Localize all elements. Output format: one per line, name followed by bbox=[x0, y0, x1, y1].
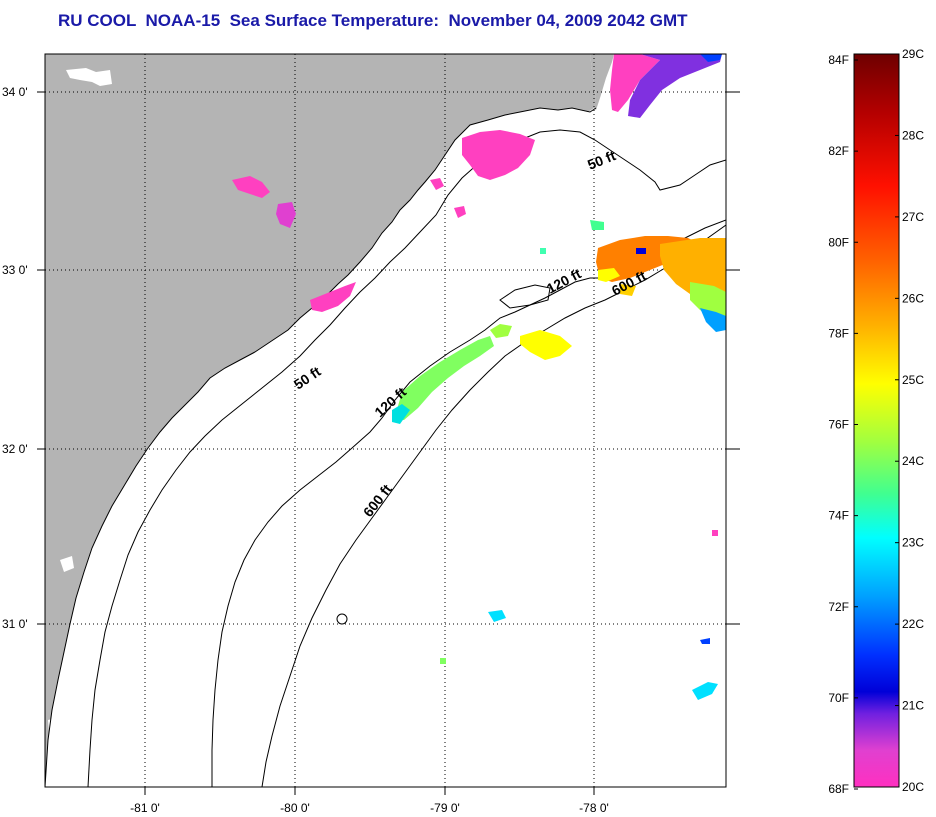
graticule bbox=[45, 54, 726, 787]
colorbar-f-labels: 84F 82F 80F 78F 76F 74F 72F 70F 68F bbox=[828, 53, 858, 796]
lat-label: 31 0' bbox=[2, 617, 28, 631]
colorbar-c-label: 23C bbox=[902, 536, 924, 550]
contour-small-loop bbox=[336, 613, 348, 625]
lake-mark bbox=[66, 68, 112, 86]
lat-label: 33 0' bbox=[2, 263, 28, 277]
contour-120ft-loop bbox=[499, 284, 551, 309]
map-title: RU COOL NOAA-15 Sea Surface Temperature:… bbox=[58, 11, 688, 30]
lat-label: 34 0' bbox=[2, 85, 28, 99]
lat-label: 32 0' bbox=[2, 442, 28, 456]
colorbar-c-label: 24C bbox=[902, 454, 924, 468]
colorbar-f-label: 70F bbox=[828, 691, 849, 705]
land-area-ne bbox=[590, 54, 614, 110]
colorbar-f-label: 78F bbox=[828, 326, 849, 340]
colorbar-c-label: 21C bbox=[902, 699, 924, 713]
colorbar-f-label: 84F bbox=[828, 53, 849, 67]
colorbar-c-label: 27C bbox=[902, 210, 924, 224]
lon-label: -81 0' bbox=[130, 801, 160, 815]
colorbar-c-label: 20C bbox=[902, 780, 924, 794]
colorbar-f-label: 82F bbox=[828, 144, 849, 158]
lon-label: -79 0' bbox=[430, 801, 460, 815]
axis-ticks bbox=[37, 91, 740, 795]
land-area bbox=[45, 54, 596, 787]
sst-patches bbox=[232, 54, 726, 700]
colorbar-f-label: 76F bbox=[828, 418, 849, 432]
colorbar-f-label: 74F bbox=[828, 509, 849, 523]
colorbar-c-label: 22C bbox=[902, 617, 924, 631]
contour-50ft bbox=[87, 129, 726, 787]
colorbar-c-label: 28C bbox=[902, 128, 924, 142]
colorbar-c-label: 29C bbox=[902, 47, 924, 61]
colorbar-c-labels: 29C 28C 27C 26C 25C 24C 23C 22C 21C 20C bbox=[895, 47, 924, 794]
colorbar-f-label: 68F bbox=[828, 782, 849, 796]
lon-label: -80 0' bbox=[280, 801, 310, 815]
colorbar-c-label: 25C bbox=[902, 373, 924, 387]
colorbar-f-label: 80F bbox=[828, 235, 849, 249]
lake-mark bbox=[60, 556, 74, 572]
lon-label: -78 0' bbox=[579, 801, 609, 815]
colorbar: 84F 82F 80F 78F 76F 74F 72F 70F 68F 29C 28C 27C 26C… bbox=[828, 47, 924, 796]
colorbar-c-label: 26C bbox=[902, 291, 924, 305]
colorbar-gradient bbox=[853, 53, 900, 788]
colorbar-f-label: 72F bbox=[828, 600, 849, 614]
coastline bbox=[45, 107, 597, 787]
